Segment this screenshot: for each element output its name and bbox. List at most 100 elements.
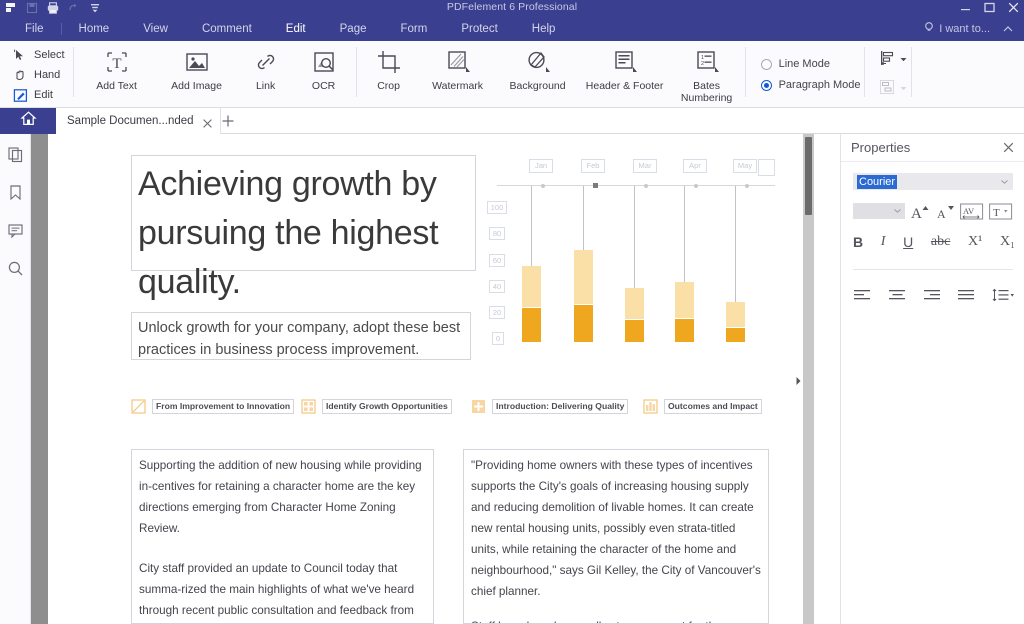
link-button[interactable]: Link [237, 41, 295, 92]
scrollbar-thumb[interactable] [805, 137, 812, 215]
character-spacing-icon[interactable]: AV [960, 202, 984, 221]
cursor-arrow-icon [13, 48, 28, 63]
maximize-icon[interactable] [983, 1, 996, 14]
feature-item-4[interactable]: Outcomes and Impact [643, 399, 762, 414]
background-button[interactable]: Background [498, 41, 578, 92]
crop-button[interactable]: Crop [360, 41, 418, 92]
tell-me-search[interactable]: I want to... [923, 20, 990, 38]
menu-item-view[interactable]: View [143, 23, 168, 35]
radio-unselected-icon [760, 58, 772, 70]
add-text-button[interactable]: T Add Text [77, 41, 157, 92]
menu-item-help[interactable]: Help [531, 23, 556, 35]
crop-icon [375, 48, 403, 76]
save-icon[interactable] [25, 1, 39, 15]
chevron-down-icon[interactable] [1000, 173, 1009, 191]
align-objects-button[interactable] [878, 49, 908, 72]
tool-select[interactable]: Select [10, 46, 68, 64]
menu-item-form[interactable]: Form [400, 23, 428, 35]
align-left-icon[interactable] [853, 288, 872, 303]
minimize-icon[interactable] [959, 1, 972, 14]
rail-item-search[interactable] [0, 254, 31, 287]
tool-edit-label: Edit [34, 89, 53, 101]
watermark-button[interactable]: Watermark [418, 41, 498, 92]
chart-block-icon [643, 399, 658, 414]
header-footer-label: Header & Footer [585, 80, 664, 92]
subline-text-box[interactable]: Unlock growth for your company, adopt th… [131, 312, 471, 360]
chevron-down-icon[interactable] [899, 51, 908, 69]
close-icon[interactable] [202, 116, 213, 128]
feature-item-2[interactable]: Identify Growth Opportunities [301, 399, 452, 414]
italic-button[interactable]: I [880, 234, 886, 249]
chart-y-tick-20: 20 [489, 306, 505, 319]
align-center-icon[interactable] [888, 288, 907, 303]
chevron-down-icon[interactable] [899, 80, 908, 98]
font-size-input[interactable] [853, 203, 905, 219]
svg-text:A: A [911, 206, 922, 221]
line-mode-radio[interactable]: Line Mode [760, 58, 861, 70]
text-box-icon[interactable]: T [989, 202, 1013, 221]
menu-item-comment[interactable]: Comment [201, 23, 252, 35]
chart-bar-lower-feb [574, 305, 593, 342]
ocr-button[interactable]: OCR [295, 41, 353, 92]
svg-text:T: T [993, 207, 1000, 219]
superscript-button[interactable]: X¹ [967, 234, 983, 249]
increase-font-size-icon[interactable]: A [910, 202, 931, 221]
close-icon[interactable] [1002, 141, 1015, 154]
plus-icon[interactable] [221, 114, 235, 128]
left-icon-rail [0, 134, 31, 624]
tool-hand[interactable]: Hand [10, 66, 68, 84]
watermark-label: Watermark [432, 80, 484, 92]
menu-item-edit[interactable]: Edit [285, 23, 306, 35]
menu-item-file[interactable]: File [25, 23, 44, 35]
header-footer-button[interactable]: Header & Footer [578, 41, 672, 92]
vertical-scrollbar[interactable] [803, 134, 814, 624]
svg-text:A: A [937, 207, 946, 221]
feature-item-1[interactable]: From Improvement to Innovation [131, 399, 295, 414]
rail-item-bookmarks[interactable] [0, 178, 31, 211]
redo-icon[interactable] [67, 1, 81, 15]
rail-item-thumbnails[interactable] [0, 140, 31, 173]
menu-item-page[interactable]: Page [339, 23, 367, 35]
strikethrough-button[interactable]: abc [930, 234, 951, 249]
tool-hand-label: Hand [34, 69, 61, 81]
chart-x-label-may: May [733, 159, 757, 173]
chevron-up-icon[interactable] [1002, 22, 1014, 34]
chart-stem-apr [684, 186, 685, 282]
bold-button[interactable]: B [853, 234, 864, 250]
chevron-down-icon[interactable] [893, 202, 902, 220]
subscript-button[interactable]: X₁ [999, 234, 1015, 249]
add-image-button[interactable]: Add Image [157, 41, 237, 92]
customize-qat-icon[interactable] [88, 1, 102, 15]
chart-x-label-apr: Apr [683, 159, 707, 173]
app-logo-icon[interactable] [4, 1, 18, 15]
menu-divider [60, 23, 62, 35]
line-spacing-icon[interactable] [992, 288, 1015, 303]
underline-button[interactable]: U [903, 234, 914, 250]
document-page[interactable]: Achieving growth by pursuing the highest… [48, 134, 803, 624]
align-right-icon[interactable] [923, 288, 942, 303]
menu-item-protect[interactable]: Protect [461, 23, 498, 35]
tool-edit[interactable]: Edit [10, 86, 68, 104]
ribbon-group-modes: Select Hand Edit [0, 41, 70, 104]
body-column-left[interactable]: Supporting the addition of new housing w… [131, 449, 434, 624]
rail-item-comments[interactable] [0, 216, 31, 249]
document-viewport[interactable]: Achieving growth by pursuing the highest… [31, 134, 814, 624]
body-column-right[interactable]: "Providing home owners with these types … [463, 449, 769, 624]
font-family-select[interactable]: Courier [853, 173, 1013, 190]
align-justify-icon[interactable] [957, 288, 976, 303]
collapse-right-icon[interactable] [793, 373, 803, 389]
close-icon[interactable] [1007, 1, 1020, 14]
bates-numbering-button[interactable]: 1 2 Bates Numbering [672, 41, 742, 104]
paragraph-mode-radio[interactable]: Paragraph Mode [760, 79, 861, 91]
distribute-objects-button[interactable] [878, 78, 908, 101]
print-icon[interactable] [46, 1, 60, 15]
home-tab-button[interactable] [0, 108, 56, 134]
document-tab[interactable]: Sample Documen...nded [56, 108, 221, 134]
ribbon-divider [355, 47, 357, 97]
decrease-font-size-icon[interactable]: A [936, 202, 955, 221]
feature-item-3[interactable]: Introduction: Delivering Quality [471, 399, 629, 414]
headline-text-box[interactable]: Achieving growth by pursuing the highest… [131, 155, 476, 301]
menu-item-home[interactable]: Home [78, 23, 110, 35]
bar-chart[interactable]: Jan Feb Mar Apr May 100 80 60 40 20 [485, 154, 775, 359]
